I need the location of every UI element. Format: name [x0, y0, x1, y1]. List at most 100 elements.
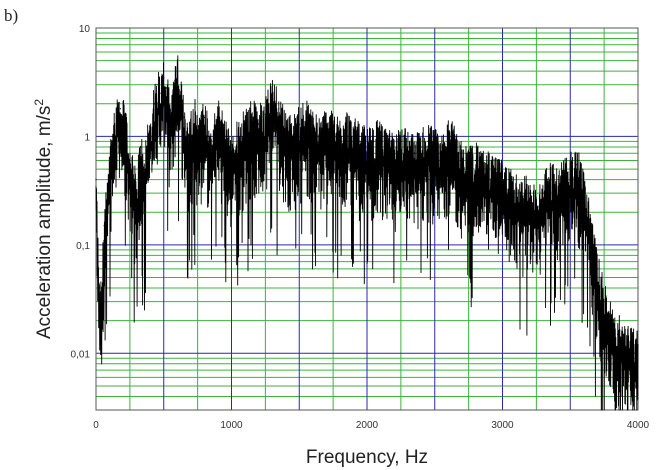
series-layer [95, 55, 639, 411]
series-point [400, 140, 402, 142]
series-point [221, 123, 223, 125]
y-axis-title: Acceleration amplitude, m/s2 [32, 99, 55, 339]
series-point [352, 135, 355, 138]
series-point [214, 127, 216, 129]
x-tick-label: 3000 [491, 420, 514, 431]
series-point [224, 135, 226, 138]
series-point [589, 225, 592, 227]
series-point [98, 276, 100, 279]
series-point [210, 146, 212, 148]
series-point [163, 76, 165, 79]
y-tick-label: 0,01 [71, 349, 91, 360]
series-point [549, 178, 551, 181]
series-point [298, 123, 300, 125]
y-tick-label: 0,1 [76, 241, 90, 252]
series-point [495, 173, 497, 175]
x-tick-label: 1000 [220, 420, 243, 431]
series-point [285, 127, 287, 129]
series-point [258, 123, 260, 125]
series-point [481, 168, 483, 170]
series-point [325, 123, 327, 125]
series-point [386, 146, 388, 148]
y-tick-label: 10 [79, 24, 91, 35]
y-axis-title-main: Acceleration amplitude, m/s [34, 106, 55, 339]
series-point [146, 140, 149, 142]
series-point [535, 201, 537, 203]
series-point [454, 146, 456, 148]
series-point [133, 178, 135, 181]
series-point [180, 92, 182, 94]
series-point [366, 146, 368, 148]
series-point [176, 70, 178, 72]
series-point [190, 127, 192, 129]
series-point [228, 146, 230, 148]
series-point [623, 333, 626, 335]
series-point [373, 140, 375, 142]
series-point [291, 135, 294, 138]
series-point [207, 135, 210, 138]
series-point [562, 173, 565, 175]
series-point [194, 113, 196, 115]
series-point [136, 192, 138, 194]
series-point [140, 146, 142, 148]
series-point [165, 87, 168, 89]
series-point [153, 103, 155, 105]
series-point [468, 163, 470, 166]
series-point [529, 192, 531, 194]
series-point [413, 152, 416, 154]
series-point [332, 131, 334, 133]
series-point [187, 146, 189, 148]
series-point [596, 268, 598, 270]
series-point [122, 116, 124, 118]
series-line-0 [95, 55, 639, 411]
series-point [501, 178, 504, 181]
series-point [440, 152, 443, 154]
series-point [100, 300, 103, 303]
series-point [488, 168, 490, 170]
x-tick-labels: 0 1000 2000 3000 4000 [93, 420, 649, 431]
series-point [420, 146, 422, 148]
series-point [111, 135, 113, 138]
series-point [522, 195, 524, 197]
series-point [183, 116, 185, 118]
panel-label: b) [4, 6, 19, 25]
series-point [125, 127, 127, 129]
series-point [129, 159, 131, 162]
series-point [264, 113, 266, 115]
y-tick-label: 1 [84, 132, 90, 143]
series-point [244, 127, 246, 129]
series-point [569, 168, 571, 170]
series-point [142, 168, 145, 170]
series-point [312, 127, 314, 129]
series-point [119, 108, 121, 110]
series-point [583, 185, 585, 187]
series-point [617, 333, 619, 335]
series-point [407, 146, 409, 148]
series-point [556, 185, 558, 187]
x-tick-label: 0 [93, 420, 99, 431]
series-point [115, 116, 117, 118]
series-point [305, 116, 307, 118]
series-point [434, 146, 436, 148]
series-point [461, 159, 463, 162]
series-point [427, 140, 429, 142]
series-point [149, 127, 151, 129]
series-point [203, 116, 205, 118]
series-point [169, 116, 172, 118]
series-point [542, 192, 544, 194]
series-point [346, 127, 348, 129]
series-point [160, 92, 162, 94]
series-point [106, 201, 108, 203]
y-axis-title-superscript: 2 [32, 99, 46, 106]
series-point [603, 300, 605, 303]
x-tick-label: 2000 [356, 420, 379, 431]
x-axis-title: Frequency, Hz [306, 447, 428, 468]
series-point [95, 178, 97, 181]
series-point [237, 135, 239, 138]
series-point [108, 168, 111, 170]
series-point [201, 123, 203, 125]
series-point [508, 185, 510, 187]
series-point [217, 116, 219, 118]
series-point [173, 84, 176, 86]
series-point [359, 140, 361, 142]
